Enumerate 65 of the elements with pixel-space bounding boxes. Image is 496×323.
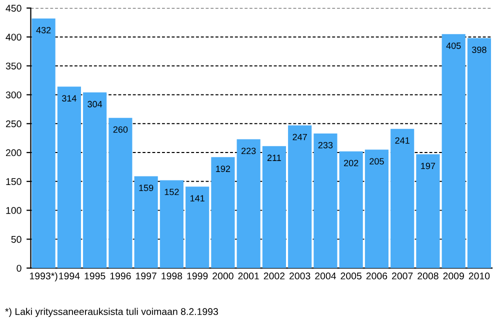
bar (339, 151, 363, 268)
data-label: 241 (395, 137, 410, 144)
bar (57, 86, 81, 268)
bar (364, 150, 388, 268)
x-tick-label: 2004 (315, 272, 336, 280)
x-tick-label: 1996 (110, 272, 131, 280)
bar (83, 92, 107, 268)
data-label: 405 (446, 42, 461, 49)
x-tick-label: 1997 (136, 272, 156, 280)
x-tick-label: 2009 (443, 272, 464, 280)
bar (288, 125, 312, 268)
bar (390, 128, 414, 268)
bar (32, 18, 56, 268)
y-tick-label: 100 (6, 207, 22, 214)
data-label: 152 (164, 188, 179, 196)
x-tick-label: 2000 (212, 272, 234, 280)
x-tick-label: 2007 (392, 272, 413, 280)
bar (314, 133, 338, 268)
y-tick-label: 400 (6, 34, 22, 41)
data-label: 432 (36, 26, 51, 34)
bar (160, 180, 184, 268)
data-label: 223 (242, 148, 256, 154)
x-tick-label: 2001 (238, 272, 259, 280)
data-label: 398 (472, 46, 486, 54)
x-tick-label: 2005 (340, 272, 362, 280)
x-tick-label: 1993*) (30, 272, 58, 282)
data-label: 260 (113, 126, 128, 133)
bar (442, 34, 466, 268)
x-tick-label: 2008 (418, 272, 438, 280)
y-tick-label: 350 (6, 62, 22, 70)
y-tick-label: 200 (6, 149, 22, 156)
x-tick-label: 1999 (187, 272, 208, 280)
bar (186, 186, 210, 268)
data-label: 197 (421, 162, 436, 170)
data-label: 247 (292, 134, 307, 140)
x-tick-label: 2002 (264, 272, 285, 280)
x-tick-label: 1998 (162, 272, 182, 280)
bar (262, 146, 286, 268)
bar (211, 157, 235, 268)
bar (236, 139, 260, 268)
bar (467, 38, 492, 268)
y-tick-label: 50 (11, 236, 22, 243)
x-tick-label: 1995 (84, 272, 106, 280)
data-label: 202 (344, 160, 358, 166)
data-label: 211 (267, 154, 281, 161)
y-tick-label: 300 (6, 91, 22, 98)
data-label: 141 (190, 195, 204, 202)
x-tick-label: 2006 (366, 272, 388, 280)
bar (134, 176, 158, 268)
y-tick-label: 0 (16, 264, 22, 272)
bar (108, 118, 132, 268)
data-label: 205 (370, 158, 384, 165)
text: *) Laki yrityssaneerauksista tuli voimaan 8.2.1993 (5, 308, 218, 317)
data-label: 304 (88, 100, 102, 108)
bar (416, 154, 440, 268)
y-tick-label: 450 (6, 4, 22, 12)
x-tick-label: 1994 (59, 272, 80, 280)
data-label: 192 (216, 166, 230, 172)
data-label: 159 (139, 184, 154, 192)
data-label: 233 (318, 142, 333, 148)
y-tick-label: 150 (6, 178, 22, 186)
y-tick-label: 250 (6, 120, 22, 128)
x-tick-label: 2010 (468, 272, 490, 280)
data-label: 314 (62, 95, 76, 102)
x-tick-label: 2003 (290, 272, 310, 280)
